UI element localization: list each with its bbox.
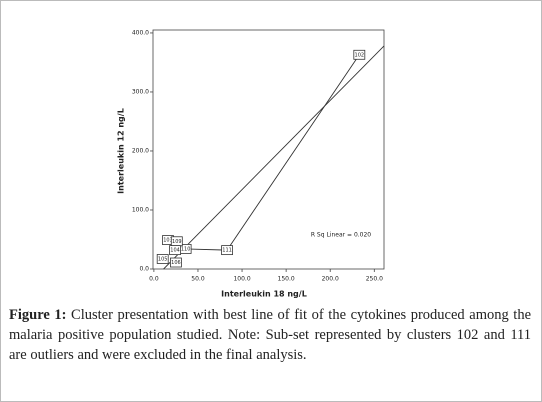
x-tick-label: 250.0: [366, 276, 383, 283]
y-tick-label: 200.0: [132, 147, 149, 154]
point-label: 111: [222, 248, 232, 254]
y-axis-label: Interleukin 12 ng/L: [117, 108, 126, 194]
caption: Figure 1: Cluster presentation with best…: [9, 305, 531, 365]
y-tick-label: 0.0: [139, 266, 149, 273]
point-label: 102: [355, 52, 365, 58]
caption-label: Figure 1:: [9, 307, 67, 323]
x-tick-label: 50.0: [191, 276, 205, 283]
y-tick-label: 300.0: [132, 88, 149, 95]
annotation: R Sq Linear = 0.020: [311, 232, 371, 239]
point-label: 104: [170, 248, 180, 254]
point-label: 103: [163, 238, 173, 244]
chart: Interleukin 12 ng/L Interleukin 18 ng/L …: [117, 29, 385, 299]
x-tick-label: 200.0: [322, 276, 339, 283]
point-box: [156, 254, 169, 264]
y-tick-label: 400.0: [132, 29, 149, 36]
point-box: [169, 245, 181, 256]
x-tick-label: 150.0: [278, 276, 295, 283]
x-tick-label: 100.0: [233, 276, 250, 283]
point-box: [221, 245, 233, 256]
point-label: 109: [172, 239, 182, 245]
point-label: 110: [181, 246, 191, 252]
point-label: 106: [171, 260, 181, 266]
point-box: [170, 257, 182, 268]
x-tick-label: 0.0: [149, 276, 159, 283]
plot-area: [152, 29, 385, 270]
caption-text: Cluster presentation with best line of f…: [9, 307, 532, 363]
point-box: [353, 49, 366, 60]
x-axis-label: Interleukin 18 ng/L: [221, 290, 307, 299]
y-tick-label: 100.0: [132, 206, 149, 213]
point-label: 105: [158, 256, 168, 262]
fit-line: [163, 45, 385, 270]
